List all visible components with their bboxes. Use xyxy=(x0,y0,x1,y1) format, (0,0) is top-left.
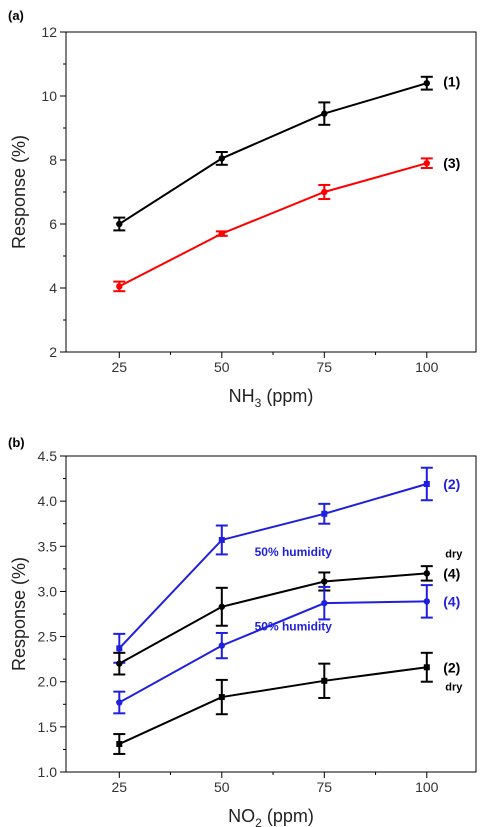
y-tick-label: 3.5 xyxy=(38,538,58,554)
data-point xyxy=(116,220,123,228)
data-point xyxy=(423,80,430,87)
x-tick-label: 100 xyxy=(415,359,439,375)
data-point xyxy=(423,160,430,167)
y-tick-label: 2.0 xyxy=(38,674,58,690)
x-axis-title: NO2 (ppm) xyxy=(228,806,314,827)
y-tick-label: 4.0 xyxy=(38,493,58,509)
y-tick-label: 6 xyxy=(49,216,57,232)
series-b4d xyxy=(113,565,433,676)
data-point xyxy=(423,598,430,605)
series-b2w xyxy=(113,466,433,664)
x-tick-label: 50 xyxy=(214,779,230,795)
series-b4w xyxy=(113,584,433,715)
data-point xyxy=(321,510,328,517)
data-point xyxy=(218,603,225,610)
data-point xyxy=(218,230,225,237)
plot-frame xyxy=(65,31,477,353)
y-tick-label: 2 xyxy=(49,344,57,360)
chart-panel-a: (a) 2 4 6 8 10 12 25 50 75 100 NH3 (ppm) Response (%… xyxy=(8,8,477,410)
annotation-label: dry xyxy=(445,681,463,693)
chart-panel-b: (b) 1.0 1.5 2.0 2.5 3.0 3.5 4.0 4.5 25 50 75 100 NO2 … xyxy=(8,435,477,827)
x-tick-label: 75 xyxy=(317,779,333,795)
data-point xyxy=(423,664,430,671)
annotation-label: (4) xyxy=(443,565,460,581)
x-tick-label: 75 xyxy=(317,359,333,375)
series-line xyxy=(118,572,427,665)
y-tick-label: 2.5 xyxy=(38,629,58,645)
x-axis-title: NH3 (ppm) xyxy=(229,386,314,410)
series-s3 xyxy=(113,157,433,293)
y-tick-label: 1.5 xyxy=(38,719,58,735)
data-point xyxy=(116,645,123,652)
series-line xyxy=(118,666,427,745)
series-line xyxy=(118,162,428,288)
y-tick-label: 1.0 xyxy=(38,764,58,780)
data-point xyxy=(423,480,430,487)
data-point xyxy=(321,110,328,117)
series-line xyxy=(118,483,428,649)
series-b2d xyxy=(113,651,433,755)
y-tick-label: 12 xyxy=(41,24,57,40)
data-point xyxy=(116,660,123,667)
data-point xyxy=(321,599,328,607)
data-point xyxy=(218,155,225,162)
y-tick-label: 8 xyxy=(49,152,57,168)
y-tick-label: 4 xyxy=(49,280,57,296)
annotation-label: (1) xyxy=(443,74,460,90)
plot-frame xyxy=(65,455,477,773)
y-tick-label: 3.0 xyxy=(38,583,58,599)
annotation-label: (4) xyxy=(443,593,460,609)
x-tick-label: 100 xyxy=(415,779,439,795)
panel-label: (a) xyxy=(8,8,24,23)
x-tick-label: 25 xyxy=(112,359,128,375)
annotation-label: (2) xyxy=(443,476,460,492)
data-point xyxy=(321,188,328,196)
series-s1 xyxy=(113,75,433,232)
annotation-label: dry xyxy=(445,549,463,561)
data-point xyxy=(321,578,328,585)
x-tick-label: 25 xyxy=(112,779,128,795)
panel-label: (b) xyxy=(8,435,25,450)
annotation-label: (3) xyxy=(443,155,460,171)
y-tick-label: 4.5 xyxy=(38,448,58,464)
data-point xyxy=(116,699,123,706)
series-line xyxy=(118,82,428,225)
data-point xyxy=(423,570,430,577)
y-axis-title: Response (%) xyxy=(9,135,29,249)
annotation-label: 50% humidity xyxy=(255,620,333,634)
data-point xyxy=(116,741,123,748)
annotation-label: (2) xyxy=(443,659,460,675)
x-tick-label: 50 xyxy=(214,359,230,375)
y-axis-title: Response (%) xyxy=(9,557,29,671)
data-point xyxy=(218,536,225,543)
series-line xyxy=(118,600,427,704)
data-point xyxy=(321,677,328,684)
data-point xyxy=(218,694,225,701)
y-tick-label: 10 xyxy=(41,88,57,104)
data-point xyxy=(218,642,225,649)
data-point xyxy=(116,283,123,290)
annotation-label: 50% humidity xyxy=(255,545,333,559)
